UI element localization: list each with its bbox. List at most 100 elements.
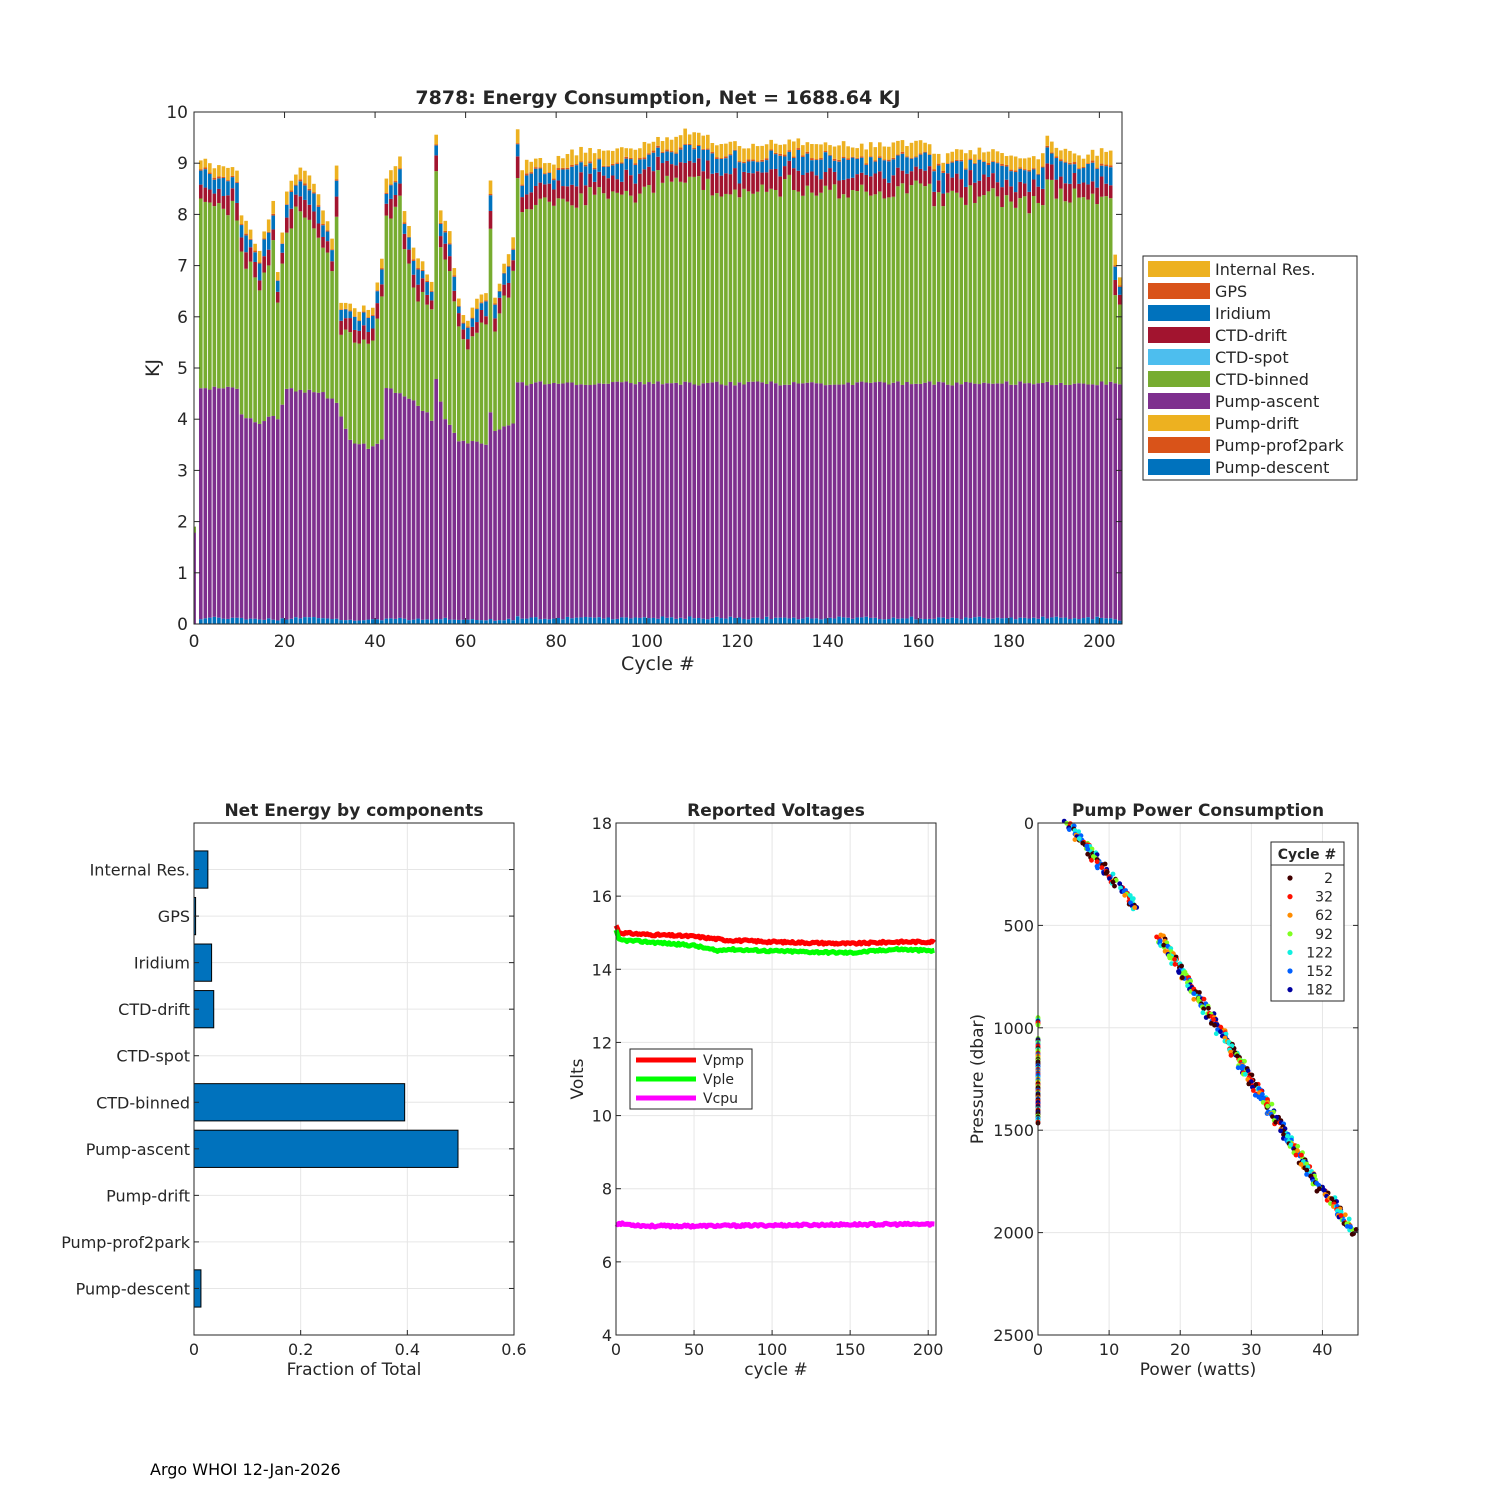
- energy-bar-segment: [280, 404, 285, 619]
- energy-bar-segment: [656, 145, 660, 148]
- energy-bar-segment: [316, 392, 321, 619]
- energy-bar-segment: [1045, 135, 1050, 146]
- energy-bar-segment: [995, 162, 1000, 164]
- energy-bar-segment: [289, 388, 294, 619]
- energy-bar-segment: [669, 152, 674, 165]
- energy-bar-segment: [244, 233, 248, 236]
- energy-bar-segment: [561, 169, 565, 187]
- energy-bar-segment: [371, 446, 375, 620]
- energy-bar-segment: [819, 192, 823, 384]
- energy-bar-segment: [1054, 198, 1059, 385]
- energy-x-tick-label: 120: [721, 632, 753, 652]
- energy-bar-segment: [425, 304, 429, 413]
- energy-bar-segment: [574, 186, 579, 208]
- energy-bar-segment: [773, 152, 778, 155]
- pump-point: [1104, 869, 1110, 875]
- energy-bar-segment: [574, 155, 579, 165]
- energy-bar-segment: [371, 314, 375, 316]
- energy-bar-segment: [941, 206, 945, 383]
- energy-bar-segment: [366, 619, 371, 624]
- energy-bar-segment: [547, 173, 552, 184]
- energy-bar-segment: [715, 157, 719, 160]
- energy-bar-segment: [891, 142, 896, 158]
- energy-bar-segment: [1090, 193, 1095, 385]
- pump-legend-marker: [1287, 968, 1293, 974]
- energy-bar-segment: [923, 619, 927, 624]
- pump-point: [1269, 1101, 1275, 1107]
- energy-bar-segment: [868, 617, 873, 624]
- energy-bar-segment: [1068, 619, 1072, 624]
- energy-bar-segment: [538, 167, 543, 169]
- energy-bar-segment: [859, 184, 864, 382]
- voltages-y-tick-label: 8: [602, 1180, 612, 1199]
- energy-bar-segment: [873, 147, 878, 161]
- energy-bar-segment: [325, 241, 330, 253]
- energy-bar-segment: [1004, 195, 1009, 382]
- energy-bar-segment: [511, 423, 515, 621]
- energy-bar-segment: [1022, 617, 1027, 624]
- energy-bar-segment: [1063, 161, 1068, 163]
- energy-bar-segment: [1013, 207, 1018, 385]
- energy-bar-segment: [864, 616, 869, 624]
- energy-bar-segment: [543, 173, 547, 175]
- energy-bar-segment: [235, 220, 239, 389]
- energy-bar-segment: [389, 170, 393, 185]
- energy-bar-segment: [389, 618, 393, 624]
- energy-bar-segment: [1077, 197, 1081, 384]
- energy-bar-segment: [787, 160, 792, 175]
- energy-bar-segment: [570, 184, 574, 206]
- energy-bar-segment: [212, 177, 217, 180]
- energy-bar-segment: [932, 191, 936, 207]
- energy-bar-segment: [932, 384, 936, 619]
- energy-bar-segment: [796, 148, 801, 150]
- energy-bar-segment: [321, 618, 325, 624]
- energy-bar-segment: [746, 172, 751, 192]
- energy-bar-segment: [905, 193, 909, 382]
- energy-bar-segment: [633, 164, 638, 184]
- energy-bar-segment: [294, 206, 298, 392]
- energy-bar-segment: [710, 152, 715, 154]
- energy-bar-segment: [1040, 383, 1045, 617]
- energy-bar-segment: [1009, 384, 1013, 618]
- energy-bar-segment: [791, 382, 796, 618]
- energy-bar-segment: [1072, 172, 1077, 189]
- energy-bar-segment: [556, 170, 561, 181]
- energy-bar-segment: [819, 383, 823, 620]
- energy-bar-segment: [484, 300, 488, 302]
- pump-legend-box: [1270, 841, 1345, 1002]
- energy-bar-segment: [1013, 619, 1018, 624]
- energy-bar-segment: [778, 176, 783, 197]
- energy-bar-segment: [443, 259, 448, 420]
- energy-bar-segment: [520, 170, 524, 185]
- energy-bar-segment: [755, 171, 760, 192]
- energy-bar-segment: [801, 145, 805, 156]
- energy-bar-segment: [284, 204, 289, 218]
- energy-bar-segment: [751, 143, 755, 160]
- energy-bar-segment: [1081, 618, 1086, 624]
- energy-bar-segment: [533, 617, 538, 624]
- energy-bar-segment: [592, 384, 597, 618]
- energy-bar-segment: [361, 620, 366, 624]
- energy-bar-segment: [656, 618, 660, 624]
- energy-bar-segment: [828, 168, 832, 190]
- energy-bar-segment: [339, 416, 343, 621]
- energy-bar-segment: [964, 186, 968, 205]
- pump-legend-marker: [1287, 894, 1293, 900]
- energy-bar-segment: [724, 385, 728, 619]
- energy-bar-segment: [461, 322, 466, 324]
- energy-bar-segment: [1068, 150, 1072, 163]
- energy-bar-segment: [1009, 169, 1013, 172]
- energy-bar-segment: [964, 204, 968, 382]
- energy-bar-segment: [321, 225, 325, 237]
- pump-point: [1213, 1031, 1219, 1037]
- energy-bar-segment: [497, 313, 502, 430]
- energy-bar-segment: [855, 191, 859, 383]
- pump-point: [1265, 1103, 1270, 1109]
- energy-bar-segment: [1027, 157, 1032, 171]
- energy-bar-segment: [878, 156, 882, 158]
- energy-bar-segment: [959, 161, 964, 180]
- energy-bar-segment: [832, 158, 837, 161]
- energy-bar-segment: [262, 421, 266, 620]
- energy-bar-segment: [298, 618, 303, 624]
- energy-bar-segment: [366, 343, 371, 449]
